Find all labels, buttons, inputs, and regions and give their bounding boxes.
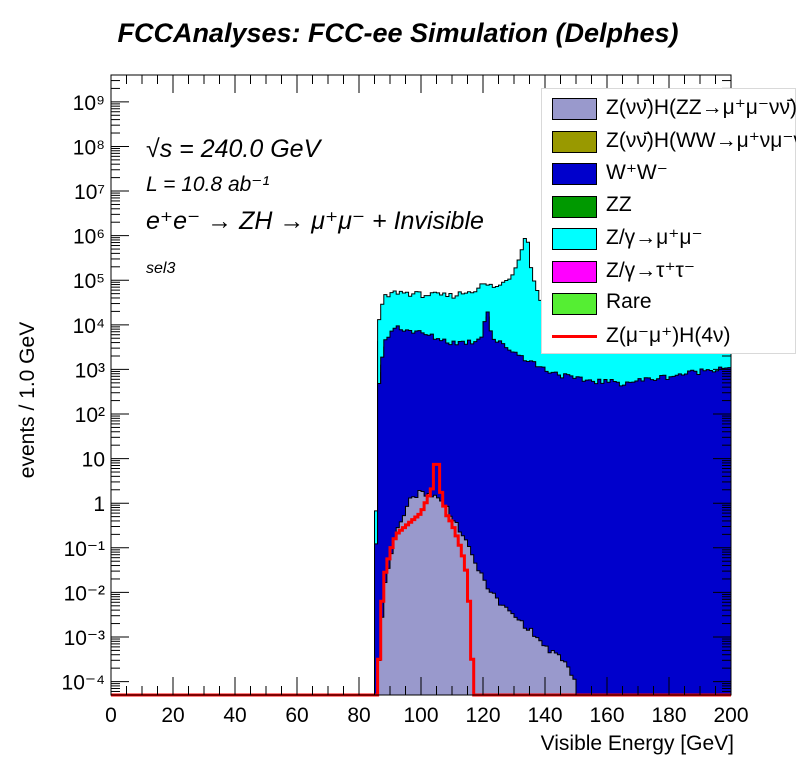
y-tick-label: 1 xyxy=(93,493,105,516)
y-tick-label: 10⁻¹ xyxy=(64,538,105,561)
y-tick-label: 10 xyxy=(82,449,105,472)
y-tick-label: 10⁸ xyxy=(73,136,105,159)
x-tick-label: 20 xyxy=(161,704,184,727)
y-tick-label: 10² xyxy=(75,404,105,427)
y-tick-label: 10⁴ xyxy=(73,315,105,338)
y-tick-label: 10⁷ xyxy=(74,181,105,204)
plot-border xyxy=(110,74,732,696)
x-axis-label: Visible Energy [GeV] xyxy=(540,732,734,755)
legend-label: Z/γ→τ⁺τ⁻ xyxy=(606,258,695,282)
legend-swatch xyxy=(552,98,597,120)
x-tick-label: 120 xyxy=(465,704,500,727)
legend-item: Z/γ→μ⁺μ⁻ xyxy=(550,225,796,251)
legend-label: Z(μ⁻μ⁺)H(4ν) xyxy=(606,323,731,347)
legend-swatch xyxy=(552,260,597,283)
y-tick-label: 10⁶ xyxy=(73,226,105,249)
x-tick-label: 80 xyxy=(347,704,370,727)
x-tick-label: 200 xyxy=(713,704,748,727)
legend-label: Z(νν̄)H(WW→μ⁺νμ⁻ν̄) xyxy=(606,128,796,152)
selection-annotation: sel3 xyxy=(146,260,176,277)
legend-item: Z(νν̄)H(ZZ→μ⁺μ⁻νν̄) xyxy=(550,95,796,121)
legend-line-swatch xyxy=(552,334,597,338)
y-tick-label: 10³ xyxy=(75,359,105,382)
legend-item: Z/γ→τ⁺τ⁻ xyxy=(550,258,796,284)
legend-item: ZZ xyxy=(550,193,796,219)
legend-label: Z/γ→μ⁺μ⁻ xyxy=(606,226,703,249)
legend-label: ZZ xyxy=(606,192,632,216)
luminosity-annotation: L = 10.8 ab⁻¹ xyxy=(146,173,270,196)
y-tick-label: 10⁻³ xyxy=(64,627,105,650)
legend-swatch xyxy=(552,293,597,315)
legend: Z(νν̄)H(ZZ→μ⁺μ⁻νν̄) Z(νν̄)H(WW→μ⁺νμ⁻ν̄) W⁺… xyxy=(541,88,796,354)
legend-swatch xyxy=(552,228,597,250)
x-tick-label: 140 xyxy=(527,704,562,727)
legend-swatch xyxy=(552,195,597,218)
x-tick-label: 60 xyxy=(285,704,308,727)
legend-swatch xyxy=(552,163,597,185)
x-tick-label: 40 xyxy=(223,704,246,727)
y-tick-label: 10⁵ xyxy=(73,270,105,293)
y-axis-label: events / 1.0 GeV xyxy=(16,321,39,479)
process-annotation: e⁺e⁻ → ZH → μ⁺μ⁻ + Invisible xyxy=(146,207,484,235)
legend-item: W⁺W⁻ xyxy=(550,160,796,186)
y-tick-label: 10⁻² xyxy=(64,582,105,605)
x-tick-label: 160 xyxy=(589,704,624,727)
legend-label: W⁺W⁻ xyxy=(606,161,668,184)
chart-title: FCCAnalyses: FCC-ee Simulation (Delphes) xyxy=(117,18,679,48)
x-tick-label: 0 xyxy=(105,704,117,727)
legend-label: Rare xyxy=(606,290,652,313)
legend-item: Z(νν̄)H(WW→μ⁺νμ⁻ν̄) xyxy=(550,128,796,154)
y-tick-label: 10⁻⁴ xyxy=(62,672,105,695)
legend-label: Z(νν̄)H(ZZ→μ⁺μ⁻νν̄) xyxy=(606,96,796,119)
legend-item: Rare xyxy=(550,290,796,316)
x-tick-label: 180 xyxy=(651,704,686,727)
y-tick-label: 10⁹ xyxy=(73,92,105,115)
x-tick-label: 100 xyxy=(403,704,438,727)
sqrt-s-annotation: √s = 240.0 GeV xyxy=(146,135,321,163)
legend-item: Z(μ⁻μ⁺)H(4ν) xyxy=(550,323,796,349)
legend-swatch xyxy=(552,130,597,153)
